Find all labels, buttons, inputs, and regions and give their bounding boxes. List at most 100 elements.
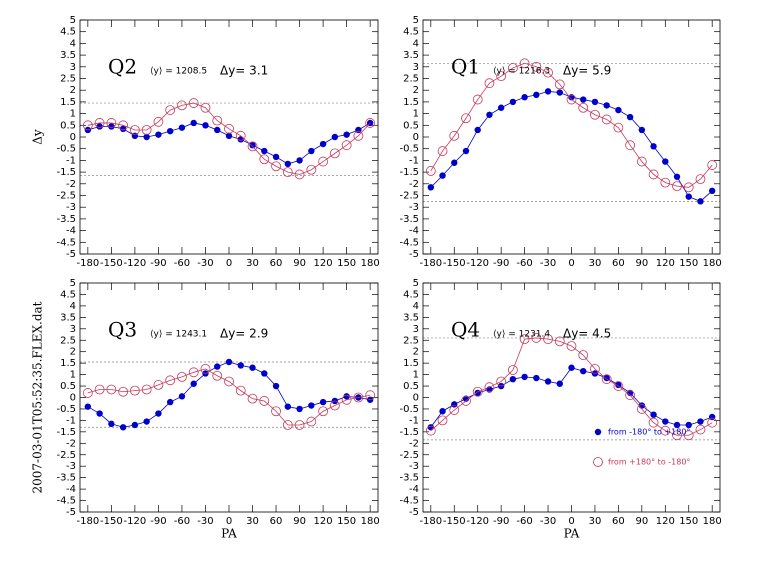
data-point	[544, 88, 552, 95]
y-tick-label: -1	[409, 415, 419, 426]
y-tick-label: -3	[409, 202, 419, 213]
data-point	[237, 362, 244, 369]
data-point	[165, 105, 176, 115]
data-point	[178, 393, 186, 400]
data-point	[235, 385, 246, 396]
y-tick-label: 2	[413, 85, 419, 96]
data-point	[235, 130, 246, 141]
y-tick-label: -5	[409, 507, 419, 518]
data-point	[707, 160, 718, 170]
data-point	[590, 363, 600, 374]
x-tick-label: 30	[589, 516, 602, 527]
y-tick-label: -4	[66, 226, 76, 237]
x-tick-label: -120	[124, 258, 147, 269]
data-point	[296, 157, 303, 164]
delta-label: Δy= 5.9	[563, 64, 611, 78]
y-tick-label: -2	[409, 179, 419, 190]
data-point	[82, 388, 93, 398]
y-tick-label: 0.5	[403, 381, 419, 392]
x-tick-label: -60	[516, 516, 532, 527]
data-point	[685, 193, 692, 200]
delta-label: Δy= 2.9	[220, 327, 268, 341]
data-point	[166, 398, 174, 406]
data-point	[660, 425, 671, 436]
data-point	[601, 374, 612, 385]
y-tick-label: -3	[66, 202, 76, 213]
x-tick-label: -180	[76, 258, 99, 269]
y-tick-label: 5	[70, 15, 76, 26]
x-tick-label: -180	[76, 516, 99, 527]
data-point	[306, 164, 317, 175]
data-point	[695, 174, 706, 185]
data-point	[284, 160, 292, 168]
data-point	[225, 132, 233, 140]
data-point	[636, 404, 647, 414]
data-point	[177, 100, 187, 111]
data-point	[353, 130, 364, 141]
data-point	[451, 159, 458, 166]
x-tick-label: 180	[361, 258, 380, 269]
x-tick-label: -150	[443, 258, 466, 269]
data-point	[296, 405, 303, 413]
data-point	[580, 367, 587, 375]
data-point	[507, 63, 518, 73]
data-point	[531, 333, 542, 343]
data-point	[177, 371, 187, 382]
data-point	[507, 365, 518, 375]
data-point	[509, 375, 517, 383]
x-tick-label: 120	[314, 258, 333, 269]
y-tick-label: -2	[66, 438, 76, 449]
data-point	[188, 98, 199, 108]
data-point	[425, 425, 436, 436]
data-point	[697, 198, 704, 205]
data-point	[353, 392, 364, 403]
data-point	[329, 148, 340, 159]
y-tick-label: 3	[413, 62, 419, 73]
data-point	[331, 133, 339, 141]
data-point	[261, 147, 268, 155]
x-tick-label: -60	[516, 258, 532, 269]
data-point	[165, 375, 176, 386]
y-tick-label: -2.5	[399, 450, 419, 461]
data-point	[131, 421, 139, 429]
y-tick-label: -1	[66, 155, 76, 166]
y-tick-label: 0.5	[60, 381, 76, 392]
data-point	[129, 125, 140, 135]
x-tick-label: 60	[270, 258, 283, 269]
x-tick-label: 150	[337, 258, 356, 269]
data-point	[247, 141, 258, 152]
x-tick-label: 30	[246, 258, 259, 269]
data-point	[306, 416, 317, 427]
x-tick-label: 120	[656, 516, 675, 527]
data-point	[497, 104, 505, 111]
annotation: ⟨y⟩ = 1231.4	[493, 330, 550, 340]
data-point	[439, 408, 446, 415]
y-tick-label: 2	[70, 347, 76, 358]
series-line	[430, 367, 713, 428]
data-point	[521, 94, 528, 101]
y-tick-label: -4	[409, 484, 419, 495]
data-point	[554, 336, 565, 347]
data-point	[462, 395, 470, 402]
y-tick-label: -4.5	[399, 237, 419, 248]
data-point	[82, 120, 93, 131]
x-tick-label: 0	[226, 258, 232, 269]
data-point	[343, 131, 350, 138]
x-tick-label: 30	[589, 258, 602, 269]
y-tick-label: 4	[413, 38, 419, 49]
data-point	[543, 334, 553, 345]
data-point	[188, 367, 199, 378]
x-tick-label: 180	[703, 258, 722, 269]
data-point	[143, 418, 150, 425]
data-point	[472, 94, 483, 105]
x-tick-label: -30	[197, 258, 213, 269]
y-tick-label: 0	[413, 393, 419, 404]
data-point	[543, 67, 553, 78]
panel-title: Q4	[451, 318, 480, 342]
x-tick-label: -60	[174, 258, 190, 269]
y-tick-label: -1	[409, 155, 419, 166]
data-point	[439, 172, 446, 179]
x-tick-label: 60	[612, 516, 625, 527]
y-tick-label: 3	[413, 324, 419, 335]
y-tick-label: 0.5	[60, 120, 76, 131]
